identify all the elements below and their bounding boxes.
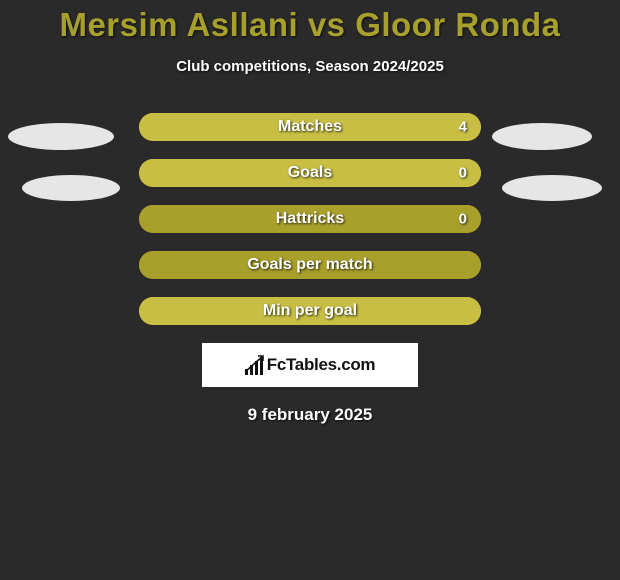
date-label: 9 february 2025 <box>0 405 620 425</box>
bar-fill <box>139 205 481 233</box>
stat-bar: Min per goal <box>139 297 481 325</box>
bar-fill <box>139 113 481 141</box>
subtitle: Club competitions, Season 2024/2025 <box>0 58 620 75</box>
bar-fill <box>139 251 481 279</box>
page-title: Mersim Asllani vs Gloor Ronda <box>0 0 620 44</box>
comparison-card: Mersim Asllani vs Gloor Ronda Club compe… <box>0 0 620 580</box>
logo: FcTables.com <box>245 355 376 375</box>
bar-fill <box>139 297 481 325</box>
chart-icon <box>245 355 263 375</box>
stat-bar: Goals0 <box>139 159 481 187</box>
logo-text: FcTables.com <box>267 355 376 375</box>
stat-bar: Goals per match <box>139 251 481 279</box>
stat-bar: Matches4 <box>139 113 481 141</box>
bar-fill <box>139 159 481 187</box>
stat-bars: Matches4 Goals0 Hattricks0 Goals per match M… <box>0 113 620 325</box>
stat-bar: Hattricks0 <box>139 205 481 233</box>
logo-box: FcTables.com <box>202 343 418 387</box>
